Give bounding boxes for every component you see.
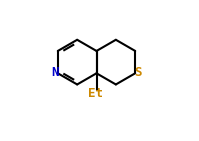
Text: Et: Et	[88, 87, 103, 100]
Text: S: S	[135, 66, 142, 79]
Text: N: N	[51, 66, 59, 79]
